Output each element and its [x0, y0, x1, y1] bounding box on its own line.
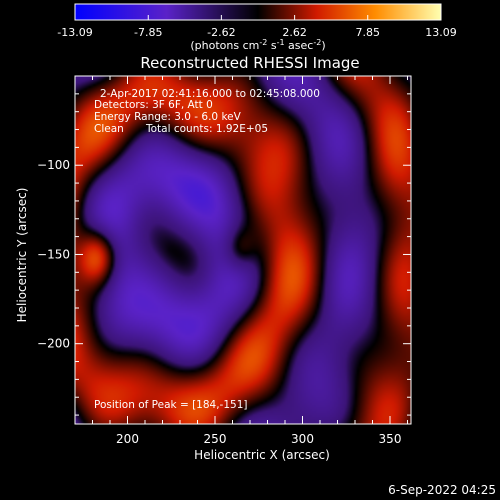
- annotation-time-range: 2-Apr-2017 02:41:16.000 to 02:45:08.000: [100, 88, 320, 100]
- colorbar-tick-label: 13.09: [425, 26, 457, 39]
- x-tick-label: 200: [116, 432, 139, 446]
- annotation-energy: Energy Range: 3.0 - 6.0 keV: [94, 111, 242, 123]
- colorbar-tick-label: 2.62: [282, 26, 307, 39]
- y-tick-label: −200: [37, 337, 70, 351]
- heatmap-raster: [75, 76, 411, 424]
- x-tick-label: 250: [204, 432, 227, 446]
- peak-position-label: Position of Peak = [184,-151]: [94, 399, 248, 411]
- y-axis-label: Heliocentric Y (arcsec): [15, 188, 29, 323]
- annotation-counts: Total counts: 1.92E+05: [145, 123, 268, 135]
- colorbar: [74, 3, 442, 21]
- colorbar-units: (photons cm-2 s-1 asec-2): [190, 38, 325, 52]
- annotation-detectors: Detectors: 3F 6F, Att 0: [94, 99, 213, 111]
- x-tick-label: 300: [291, 432, 314, 446]
- annotation-method: Clean: [94, 123, 124, 135]
- timestamp: 6-Sep-2022 04:25: [388, 483, 496, 497]
- colorbar-tick-label: -7.85: [134, 26, 162, 39]
- annotation-block: 2-Apr-2017 02:41:16.000 to 02:45:08.000 …: [94, 88, 320, 135]
- colorbar-ticks: -13.09 -7.85 -2.62 2.62 7.85 13.09: [57, 15, 457, 39]
- colorbar-tick-label: -13.09: [57, 26, 92, 39]
- colorbar-tick-label: 7.85: [355, 26, 380, 39]
- heatmap-image: [75, 76, 411, 424]
- colorbar-tick-label: -2.62: [207, 26, 235, 39]
- axis-ticks: 200 250 300 350 −100 −150 −200: [37, 76, 411, 446]
- y-tick-label: −150: [37, 247, 70, 261]
- plot-frame: [74, 75, 412, 425]
- chart-title: Reconstructed RHESSI Image: [140, 54, 359, 72]
- x-tick-label: 350: [379, 432, 402, 446]
- x-axis-label: Heliocentric X (arcsec): [194, 448, 330, 462]
- y-tick-label: −100: [37, 158, 70, 172]
